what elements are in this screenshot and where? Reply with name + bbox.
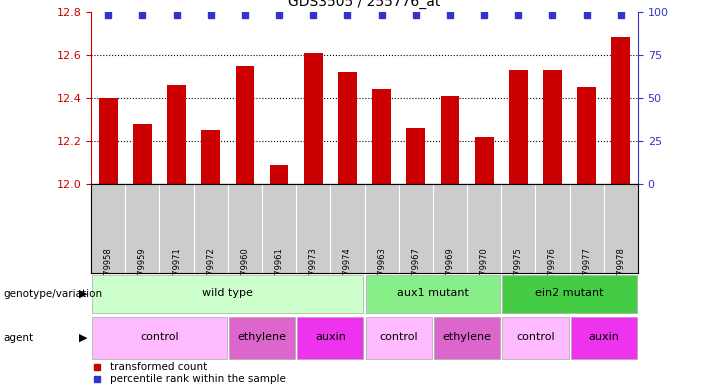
- Bar: [365, 275, 501, 313]
- Text: control: control: [140, 332, 179, 342]
- Text: genotype/variation: genotype/variation: [4, 289, 102, 299]
- Bar: [304, 53, 322, 184]
- Text: wild type: wild type: [203, 288, 253, 298]
- Bar: [297, 317, 364, 359]
- Bar: [270, 165, 289, 184]
- Bar: [236, 66, 254, 184]
- Bar: [434, 317, 501, 359]
- Bar: [92, 275, 364, 313]
- Text: auxin: auxin: [315, 332, 346, 342]
- Bar: [509, 70, 528, 184]
- Text: percentile rank within the sample: percentile rank within the sample: [110, 374, 286, 384]
- Text: ethylene: ethylene: [238, 332, 287, 342]
- Bar: [365, 317, 432, 359]
- Bar: [475, 137, 494, 184]
- Bar: [92, 317, 227, 359]
- Bar: [201, 130, 220, 184]
- Bar: [611, 37, 630, 184]
- Text: auxin: auxin: [588, 332, 619, 342]
- Bar: [571, 317, 637, 359]
- Text: control: control: [516, 332, 554, 342]
- Text: ▶: ▶: [79, 289, 88, 299]
- Bar: [133, 124, 152, 184]
- Bar: [440, 96, 459, 184]
- Bar: [577, 87, 596, 184]
- Text: control: control: [379, 332, 418, 342]
- Bar: [502, 275, 637, 313]
- Text: transformed count: transformed count: [110, 362, 207, 372]
- Bar: [407, 128, 426, 184]
- Bar: [372, 89, 391, 184]
- Bar: [99, 98, 118, 184]
- Title: GDS3505 / 255776_at: GDS3505 / 255776_at: [288, 0, 441, 9]
- Text: ein2 mutant: ein2 mutant: [536, 288, 604, 298]
- Text: ▶: ▶: [79, 333, 88, 343]
- Text: ethylene: ethylene: [442, 332, 491, 342]
- Text: agent: agent: [4, 333, 34, 343]
- Bar: [338, 72, 357, 184]
- Text: aux1 mutant: aux1 mutant: [397, 288, 469, 298]
- Bar: [543, 70, 562, 184]
- Bar: [502, 317, 569, 359]
- Bar: [229, 317, 295, 359]
- Bar: [167, 85, 186, 184]
